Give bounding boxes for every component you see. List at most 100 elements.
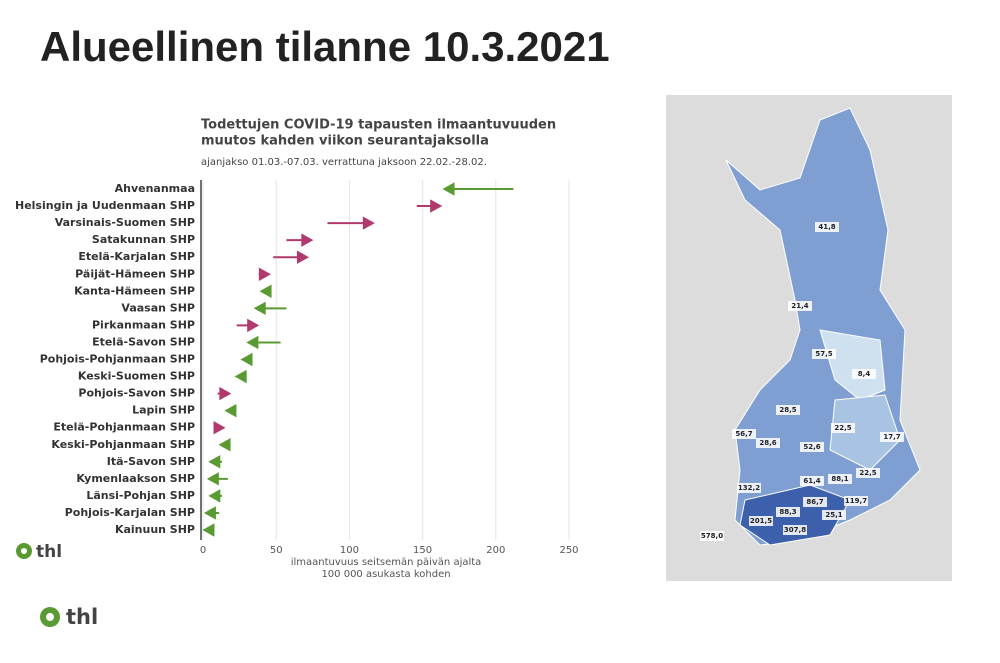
- map-label: 28,6: [759, 439, 776, 447]
- map-label-box: [852, 369, 876, 379]
- map-label: 17,7: [883, 433, 900, 441]
- arrow: [203, 506, 220, 520]
- arrow: [246, 335, 281, 350]
- y-tick-label: Ahvenanmaa: [115, 182, 195, 195]
- y-tick-label: Satakunnan SHP: [92, 233, 195, 246]
- map-label-box: [788, 301, 812, 311]
- x-axis-label: 100 000 asukasta kohden: [321, 569, 450, 580]
- map-label-box: [812, 349, 836, 359]
- chart-title: muutos kahden viikon seurantajaksolla: [201, 134, 489, 149]
- y-tick-label: Etelä-Karjalan SHP: [78, 250, 195, 263]
- arrow: [442, 182, 514, 196]
- y-tick-label: Kymenlaakson SHP: [76, 472, 195, 485]
- slide-title: Alueellinen tilanne 10.3.2021: [40, 23, 610, 70]
- logo: thl: [40, 605, 98, 629]
- map-label: 28,5: [779, 406, 796, 414]
- arrow: [208, 455, 223, 469]
- y-tick-label: Etelä-Pohjanmaan SHP: [53, 421, 195, 434]
- map-label-box: [776, 405, 800, 415]
- map-label: 88,3: [779, 508, 796, 516]
- map-label: 8,4: [858, 370, 871, 378]
- map-label-box: [756, 438, 780, 448]
- map-label: 52,6: [803, 443, 820, 451]
- map-label: 201,5: [750, 517, 772, 525]
- region: [829, 394, 901, 471]
- y-tick-label: Kainuun SHP: [115, 523, 195, 536]
- map-label: 119,7: [845, 497, 867, 505]
- map-label-box: [800, 476, 824, 486]
- x-tick-label: 250: [559, 545, 578, 556]
- map-label-box: [776, 507, 800, 517]
- map-label: 57,5: [815, 350, 832, 358]
- map-label: 61,4: [803, 477, 820, 485]
- map-label-box: [880, 432, 904, 442]
- y-tick-label: Pohjois-Savon SHP: [78, 387, 195, 400]
- map-label-box: [822, 510, 846, 520]
- y-tick-label: Lapin SHP: [132, 404, 195, 417]
- x-tick-label: 0: [200, 545, 206, 556]
- y-tick-label: Kanta-Hämeen SHP: [74, 284, 195, 297]
- y-tick-label: Pohjois-Karjalan SHP: [65, 506, 195, 519]
- map-label: 22,5: [859, 469, 876, 477]
- y-tick-label: Itä-Savon SHP: [107, 455, 195, 468]
- map-label: 41,8: [818, 223, 835, 231]
- logo-text: thl: [66, 605, 98, 629]
- x-axis-label: ilmaantuvuus seitsemän päivän ajalta: [291, 557, 482, 568]
- map-label-box: [700, 531, 724, 541]
- y-tick-label: Vaasan SHP: [121, 301, 195, 314]
- map-label: 88,1: [831, 475, 848, 483]
- arrow: [258, 267, 271, 281]
- y-tick-label: Varsinais-Suomen SHP: [55, 216, 195, 229]
- arrow: [286, 233, 314, 247]
- arrow: [273, 250, 310, 264]
- y-tick-label: Keski-Suomen SHP: [78, 370, 195, 383]
- arrow: [327, 216, 375, 230]
- map-label: 132,2: [738, 484, 760, 492]
- map: 41,8 21,4 57,5 8,4 28,5 22,5 17,7 56,7 28,6 52,6 6…: [666, 95, 952, 581]
- arrow: [218, 438, 231, 452]
- arrow: [208, 489, 223, 503]
- y-tick-label: Pohjois-Pohjanmaan SHP: [40, 353, 195, 366]
- chart-subtitle: ajanjakso 01.03.-07.03. verrattuna jakso…: [201, 157, 487, 168]
- y-tick-label: Päijät-Hämeen SHP: [75, 267, 195, 280]
- map-label-box: [737, 483, 761, 493]
- map-label-box: [732, 429, 756, 439]
- x-tick-label: 100: [340, 545, 359, 556]
- x-tick-label: 50: [270, 545, 283, 556]
- x-tick-label: 200: [486, 545, 505, 556]
- map-label: 578,0: [701, 532, 723, 540]
- map-label-box: [749, 516, 773, 526]
- map-label-box: [800, 442, 824, 452]
- logo-text: thl: [36, 542, 62, 562]
- arrow: [224, 403, 237, 418]
- map-label-box: [815, 222, 839, 232]
- map-label: 21,4: [791, 302, 808, 310]
- y-tick-label: Helsingin ja Uudenmaan SHP: [15, 199, 195, 212]
- map-label: 56,7: [735, 430, 752, 438]
- map-label: 86,7: [806, 498, 823, 506]
- region: [819, 329, 886, 401]
- y-tick-label: Etelä-Savon SHP: [92, 335, 195, 348]
- map-label-box: [844, 496, 868, 506]
- arrow: [236, 318, 260, 333]
- map-label-box: [856, 468, 880, 478]
- arrow: [213, 421, 226, 435]
- x-tick-label: 150: [413, 545, 432, 556]
- y-tick-label: Pirkanmaan SHP: [92, 318, 195, 331]
- arrow: [253, 301, 287, 316]
- map-label: 25,1: [825, 511, 842, 519]
- map-label-box: [828, 474, 852, 484]
- arrow: [206, 472, 228, 486]
- arrow: [240, 352, 253, 367]
- map-label: 307,8: [784, 526, 806, 534]
- map-label-box: [783, 525, 807, 535]
- arrow: [217, 386, 232, 401]
- y-tick-label: Länsi-Pohjan SHP: [86, 489, 195, 502]
- logo: thl: [16, 542, 62, 562]
- arrow: [259, 284, 272, 298]
- map-label-box: [803, 497, 827, 507]
- arrow: [416, 199, 443, 213]
- y-tick-label: Keski-Pohjanmaan SHP: [51, 438, 195, 451]
- chart-title: Todettujen COVID-19 tapausten ilmaantuvu…: [201, 118, 556, 133]
